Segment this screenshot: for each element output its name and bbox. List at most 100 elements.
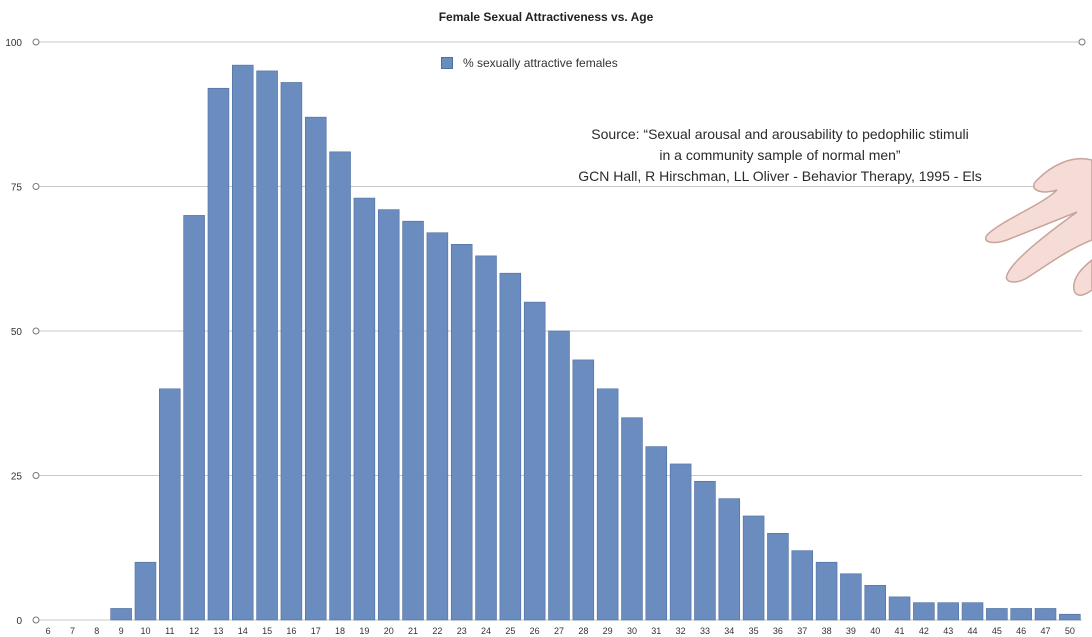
x-tick-label: 18	[335, 626, 345, 636]
x-tick-label: 46	[1016, 626, 1026, 636]
x-tick-label: 40	[870, 626, 880, 636]
x-tick-label: 32	[676, 626, 686, 636]
x-tick-label: 19	[359, 626, 369, 636]
bar	[1010, 608, 1032, 621]
y-tick-label: 75	[11, 183, 23, 194]
bar	[110, 608, 132, 621]
chart-title: Female Sexual Attractiveness vs. Age	[438, 10, 654, 24]
bar	[134, 561, 157, 621]
x-tick-label: 12	[189, 626, 199, 636]
x-tick-label: 47	[1041, 626, 1051, 636]
bar	[548, 330, 570, 621]
bar	[304, 116, 327, 621]
x-tick-label: 30	[627, 626, 637, 636]
legend: % sexually attractive females	[441, 56, 618, 70]
y-tick-marker	[32, 616, 40, 624]
x-tick-label: 38	[822, 626, 832, 636]
x-tick-label: 44	[968, 626, 978, 636]
bar	[523, 301, 546, 621]
bar	[815, 561, 838, 621]
x-tick-label: 34	[724, 626, 734, 636]
bar	[256, 70, 278, 621]
x-tick-label: 9	[119, 626, 124, 636]
source-annotation: Source: “Sexual arousal and arousability…	[500, 124, 1060, 187]
y-tick-label: 0	[16, 616, 22, 627]
x-tick-label: 29	[603, 626, 613, 636]
bar	[767, 532, 789, 621]
bar	[1034, 608, 1057, 621]
bar	[645, 446, 668, 621]
x-tick-label: 42	[919, 626, 929, 636]
y-tick-marker	[32, 183, 40, 190]
bar	[961, 602, 984, 621]
bar	[840, 573, 862, 621]
x-tick-label: 41	[895, 626, 905, 636]
bar	[669, 463, 692, 621]
bar	[475, 255, 497, 621]
x-tick-label: 28	[578, 626, 588, 636]
bar	[1059, 613, 1081, 621]
x-tick-label: 35	[749, 626, 759, 636]
x-tick-label: 11	[165, 626, 174, 636]
x-tick-label: 24	[481, 626, 491, 636]
y-tick-marker	[32, 472, 40, 479]
hand-illustration-icon	[985, 158, 1092, 296]
x-tick-label: 14	[238, 626, 248, 636]
bar	[596, 388, 619, 621]
y-tick-label: 100	[5, 38, 22, 49]
x-tick-label: 25	[505, 626, 515, 636]
source-line-3: GCN Hall, R Hirschman, LL Oliver - Behav…	[578, 168, 982, 184]
bar	[864, 585, 886, 621]
x-tick-label: 10	[140, 626, 150, 636]
bar	[742, 515, 765, 621]
bar	[937, 602, 959, 621]
x-tick-label: 36	[773, 626, 783, 636]
x-tick-label: 22	[432, 626, 442, 636]
x-tick-label: 37	[797, 626, 807, 636]
bar	[377, 209, 400, 621]
bar	[159, 388, 181, 621]
bar	[426, 232, 449, 621]
bar	[353, 197, 376, 621]
source-line-2: in a community sample of normal men”	[659, 147, 901, 163]
x-tick-label: 7	[70, 626, 75, 636]
x-tick-label: 26	[530, 626, 540, 636]
bar	[183, 215, 205, 621]
bar	[572, 359, 595, 621]
bar	[791, 550, 814, 621]
legend-label: % sexually attractive females	[463, 56, 618, 70]
gridline-end-marker	[1078, 38, 1086, 46]
x-tick-label: 45	[992, 626, 1002, 636]
x-tick-label: 50	[1065, 626, 1075, 636]
bar	[718, 498, 741, 621]
y-tick-marker	[32, 38, 40, 46]
x-tick-label: 33	[700, 626, 710, 636]
x-tick-label: 17	[311, 626, 321, 636]
x-tick-label: 20	[384, 626, 394, 636]
y-tick-label: 25	[11, 472, 23, 483]
x-tick-label: 27	[554, 626, 564, 636]
x-tick-label: 31	[651, 626, 661, 636]
bar	[207, 87, 230, 621]
x-tick-label: 39	[846, 626, 856, 636]
y-tick-label: 50	[11, 327, 23, 338]
x-tick-label: 43	[943, 626, 953, 636]
bar	[694, 480, 716, 621]
x-tick-label: 13	[213, 626, 223, 636]
x-tick-label: 21	[408, 626, 418, 636]
bar	[913, 602, 935, 621]
x-tick-label: 23	[457, 626, 467, 636]
y-tick-marker	[32, 327, 40, 335]
bar	[402, 220, 424, 621]
x-tick-label: 16	[286, 626, 296, 636]
source-line-1: Source: “Sexual arousal and arousability…	[591, 126, 969, 142]
bar	[888, 596, 911, 621]
bar	[499, 272, 522, 621]
bar	[280, 82, 303, 621]
bar	[621, 417, 643, 621]
x-tick-label: 6	[46, 626, 51, 636]
bar	[232, 64, 254, 621]
x-tick-label: 15	[262, 626, 272, 636]
